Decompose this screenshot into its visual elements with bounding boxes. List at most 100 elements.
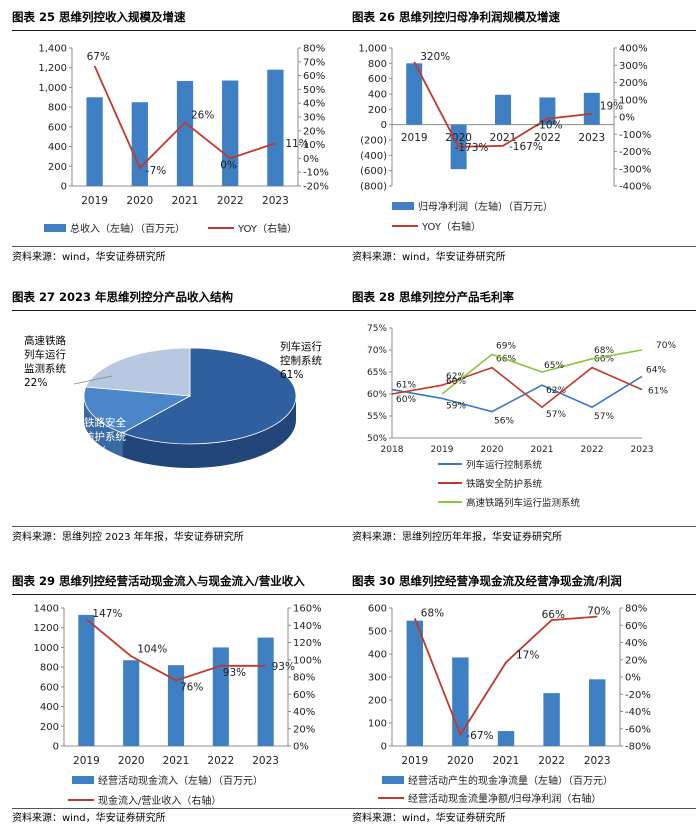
y-tick-label-left: 0	[381, 120, 387, 131]
y-tick-label-right: 20%	[293, 724, 315, 735]
bar-2021	[176, 81, 194, 186]
x-tick-label: 2023	[578, 132, 605, 144]
yoy-line	[85, 618, 266, 682]
data-label: 320%	[420, 51, 450, 63]
y-tick-label-left: 600	[368, 74, 387, 85]
y-tick-label-right: 60%	[293, 690, 315, 701]
data-label: 0%	[220, 159, 237, 171]
pie-label-3: 高速铁路列车运行监测系统 22%	[24, 334, 66, 389]
x-tick-label: 2019	[73, 755, 100, 767]
legend-bar-label: 经营活动产生的现金净流量（左轴）（百万元）	[408, 774, 613, 787]
bar-2022	[222, 80, 239, 186]
y-tick-label-left: 400	[368, 90, 387, 101]
y-tick-label-left: (600)	[360, 166, 387, 177]
data-label: 147%	[92, 608, 122, 620]
data-label: 64%	[646, 365, 666, 375]
bar-2022	[212, 647, 229, 746]
y-tick-label-right: 40%	[293, 707, 315, 718]
y-tick-label: 55%	[367, 412, 387, 422]
data-label: 76%	[180, 681, 203, 693]
data-label: -67%	[466, 730, 493, 742]
x-tick-label: 2020	[118, 755, 145, 767]
pie-label-line: 61%	[280, 369, 303, 381]
y-tick-label-left: 300	[368, 673, 387, 684]
y-tick-label-left: 1,000	[38, 83, 67, 94]
bar-2021	[167, 665, 185, 746]
y-tick-label-right: 60%	[625, 621, 647, 632]
x-tick-label: 2021	[172, 195, 199, 207]
data-label: 60%	[446, 377, 466, 387]
source-note: 资料来源：wind，华安证券研究所	[352, 252, 506, 263]
y-tick-label-right: -20%	[303, 182, 329, 193]
figure-title: 图表 28 思维列控分产品毛利率	[352, 290, 515, 304]
y-tick-label: 70%	[367, 346, 387, 356]
pie-label-line: 监测系统	[24, 362, 66, 375]
y-tick-label-right: 40%	[625, 638, 647, 649]
x-tick-label: 2021	[493, 755, 520, 767]
y-tick-label-right: 80%	[293, 673, 315, 684]
y-tick-label-right: 0%	[293, 742, 309, 753]
y-tick-label-right: 0%	[619, 113, 635, 124]
figure-25: 图表 25 思维列控收入规模及增速 0 200 400 600 800 1,000 1,20…	[12, 6, 356, 274]
figure-30: 图表 30 思维列控经营净现金流及经营净现金流/利润 0 100 200 300 400…	[352, 570, 696, 832]
data-label: 93%	[272, 661, 295, 673]
source-note: 资料来源：思维列控历年年报，华安证券研究所	[352, 532, 562, 543]
x-tick-label: 2019	[81, 195, 108, 207]
data-label: 11%	[285, 138, 308, 150]
bar-2021	[495, 94, 511, 125]
bar-2021	[497, 731, 515, 746]
pie-slice-1	[121, 347, 297, 445]
y-tick-label-left: 600	[368, 604, 387, 615]
figure-title: 图表 27 2023 年思维列控分产品收入结构	[12, 290, 234, 304]
bar-2019	[406, 620, 424, 746]
y-tick-label-left: 0	[381, 742, 387, 753]
data-label: 104%	[137, 643, 167, 655]
title-rule	[352, 594, 696, 595]
y-tick-label-left: 0	[53, 742, 59, 753]
y-tick-label-right: -300%	[619, 164, 651, 175]
y-tick-label: 75%	[367, 324, 387, 334]
legend-bar-label: 归母净利润（左轴）（百万元）	[418, 200, 553, 213]
x-tick-label: 2020	[126, 195, 153, 207]
y-tick-label-right: 30%	[303, 113, 325, 124]
y-tick-label-left: 600	[48, 122, 67, 133]
y-tick-label-right: 60%	[303, 71, 325, 82]
bar-2023	[267, 69, 284, 186]
data-label: 60%	[396, 395, 416, 405]
yoy-line	[413, 615, 598, 737]
x-tick-label: 2019	[401, 755, 428, 767]
pie-label-line: 列车运行	[280, 340, 322, 353]
y-tick-label-left: 1200	[34, 623, 59, 634]
pie-label-1: 列车运行控制系统 61%	[280, 340, 322, 381]
legend-label-3: 高速铁路列车运行监测系统	[466, 497, 581, 509]
y-tick-label-right: 0%	[303, 154, 319, 165]
bar-2019	[78, 614, 95, 746]
y-tick-label-left: 200	[368, 105, 387, 116]
pie-side-1	[122, 396, 296, 468]
y-tick-label-left: 1000	[34, 643, 59, 654]
legend-bar-swatch	[44, 224, 66, 232]
y-tick-label-right: 400%	[619, 44, 648, 55]
data-label: 57%	[546, 410, 566, 420]
y-tick-label-right: -40%	[625, 707, 651, 718]
yoy-line	[93, 65, 276, 170]
figure-title: 图表 29 思维列控经营活动现金流入与现金流入/营业收入	[12, 574, 305, 588]
legend-bar-swatch	[72, 776, 94, 784]
y-tick-label: 65%	[367, 368, 387, 378]
x-tick-label: 2019	[401, 132, 428, 144]
x-tick-label: 2023	[252, 755, 279, 767]
y-tick-label-right: 120%	[293, 638, 322, 649]
chart-fig26: (800) (600) (400) (200) 0 200 400 600 800 1,000 -4…	[358, 44, 651, 234]
data-label: -167%	[509, 141, 543, 153]
data-label: 68%	[421, 607, 444, 619]
data-label: 67%	[87, 51, 110, 63]
legend-bar-label: 经营活动现金流入（左轴）（百万元）	[98, 774, 263, 787]
pie-label-line: 22%	[24, 377, 47, 389]
chart-fig30: 0 100 200 300 400 500 600 -80% -60% -40% -20% 0% 20%…	[368, 604, 651, 806]
y-tick-label-left: (200)	[360, 136, 387, 147]
y-tick-label-left: 600	[40, 682, 59, 693]
y-tick-label-right: -80%	[625, 742, 651, 753]
title-rule	[12, 310, 356, 311]
figure-title: 图表 26 思维列控归母净利润规模及增速	[352, 10, 561, 24]
data-label: 62%	[546, 386, 566, 396]
